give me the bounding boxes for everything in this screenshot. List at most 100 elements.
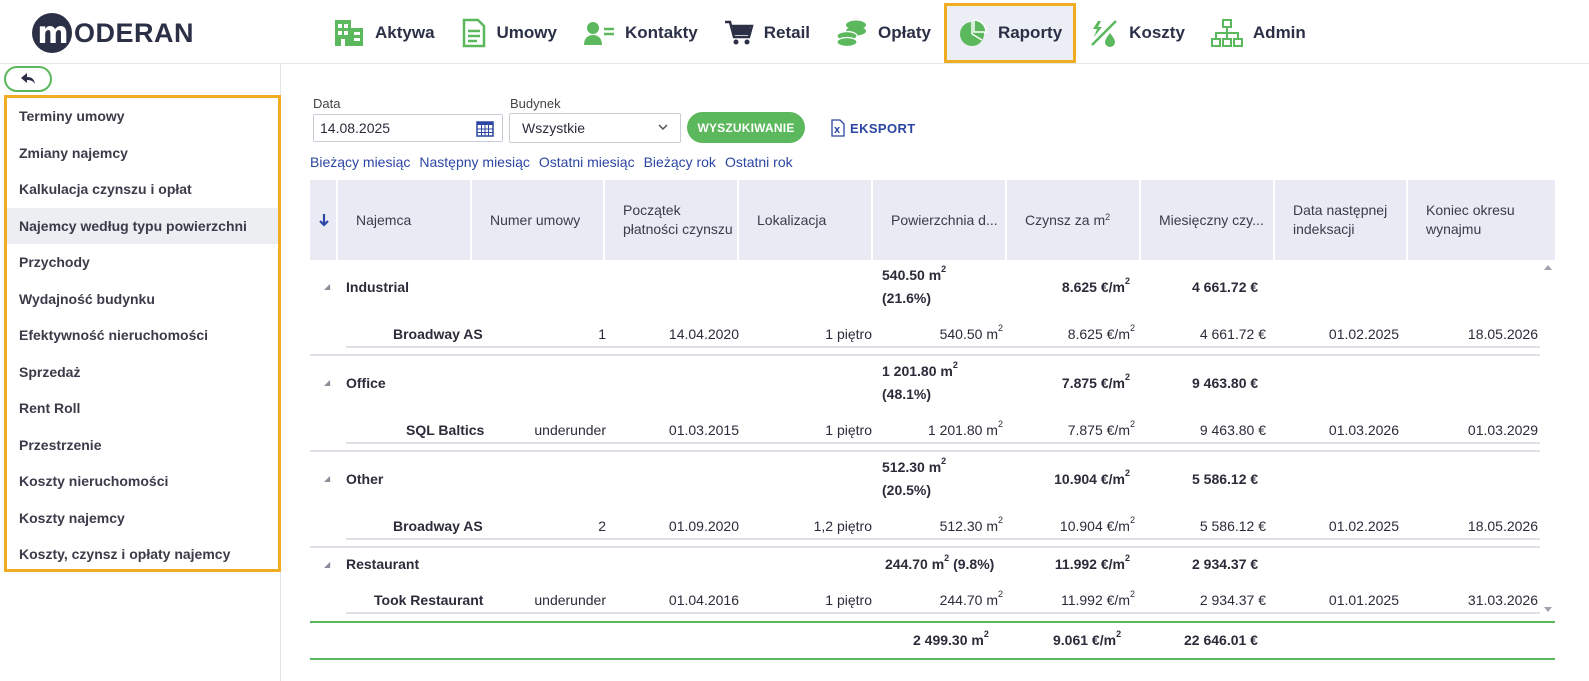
sort-column[interactable] bbox=[310, 180, 338, 260]
group-row-other[interactable]: ◢ Other 512.30 m2 (20.5%) 10.904 €/m2 5 … bbox=[310, 452, 1540, 506]
sidebar-item-przychody[interactable]: Przychody bbox=[19, 254, 90, 271]
nav-label: Raporty bbox=[997, 23, 1063, 42]
nav-koszty[interactable]: Koszty bbox=[1076, 4, 1198, 62]
back-button[interactable] bbox=[4, 66, 52, 92]
lease-end-date: 31.03.2026 bbox=[1467, 592, 1538, 608]
sidebar-item-koszty-najemcy[interactable]: Koszty najemcy bbox=[19, 509, 125, 526]
rent-m2: 10.904 €/m2 bbox=[1059, 515, 1135, 534]
col-location[interactable]: Lokalizacja bbox=[739, 180, 873, 260]
sidebar-item-terminy-umowy[interactable]: Terminy umowy bbox=[19, 108, 125, 125]
svg-text:X: X bbox=[834, 126, 841, 135]
col-payment-start[interactable]: Początek płatności czynszu bbox=[605, 180, 739, 260]
totals-top-border bbox=[310, 621, 1555, 623]
group-area: 244.70 m2 (9.8%) bbox=[885, 553, 995, 572]
sidebar-item-przestrzenie[interactable]: Przestrzenie bbox=[19, 436, 102, 453]
col-lease-end[interactable]: Koniec okresu wynajmu bbox=[1426, 202, 1515, 237]
group-share: (48.1%) bbox=[882, 386, 932, 402]
nav-oplaty[interactable]: Opłaty bbox=[823, 4, 944, 62]
nav-raporty[interactable]: Raporty bbox=[943, 3, 1077, 63]
group-name: Office bbox=[346, 375, 386, 391]
link-last-year[interactable]: Ostatni rok bbox=[724, 154, 793, 170]
col-area[interactable]: Powierzchnia d... bbox=[873, 180, 1007, 260]
monthly-rent: 4 661.72 € bbox=[1199, 326, 1266, 342]
building-select[interactable]: Wszystkie bbox=[509, 113, 681, 143]
main-nav: Aktywa Umowy Kontakty Retail Opłaty Rapo… bbox=[320, 3, 1319, 64]
nav-retail[interactable]: Retail bbox=[711, 4, 823, 62]
total-rent-m2: 9.061 €/m2 bbox=[1053, 629, 1122, 648]
sort-down-arrow-icon[interactable] bbox=[318, 213, 330, 227]
location: 1,2 piętro bbox=[813, 518, 872, 534]
tenant-link[interactable]: SQL Baltics bbox=[406, 422, 485, 438]
contract-link[interactable]: underunder bbox=[534, 592, 606, 608]
sidebar-item-rent-roll[interactable]: Rent Roll bbox=[19, 400, 81, 417]
collapse-triangle-icon[interactable]: ◢ bbox=[324, 282, 331, 291]
sidebar-item-najemcy-wg-typu[interactable]: Najemcy według typu powierzchni bbox=[7, 207, 278, 244]
table-row[interactable]: Took Restaurant underunder 01.04.2016 1 … bbox=[310, 580, 1540, 620]
next-index-date: 01.02.2025 bbox=[1328, 518, 1399, 534]
group-name: Industrial bbox=[346, 279, 410, 295]
col-rent-m2-sup: 2 bbox=[1105, 211, 1111, 222]
area: 540.50 m2 bbox=[939, 323, 1003, 342]
contract-link[interactable]: underunder bbox=[534, 422, 606, 438]
link-last-month[interactable]: Ostatni miesiąc bbox=[538, 154, 635, 170]
group-row-industrial[interactable]: ◢ Industrial 540.50 m2 (21.6%) 8.625 €/m… bbox=[310, 260, 1540, 314]
sidebar-item-zmiany-najemcy[interactable]: Zmiany najemcy bbox=[19, 144, 128, 161]
next-index-date: 01.02.2025 bbox=[1328, 326, 1399, 342]
tenant-link[interactable]: Took Restaurant bbox=[374, 592, 484, 608]
collapse-triangle-icon[interactable]: ◢ bbox=[324, 378, 331, 387]
contract-link[interactable]: 1 bbox=[598, 326, 606, 342]
contacts-icon bbox=[584, 22, 614, 45]
export-button[interactable]: X EKSPORT bbox=[830, 119, 916, 137]
group-rent-m2: 11.992 €/m2 bbox=[1054, 553, 1130, 572]
col-next-index[interactable]: Data następnej indeksacji bbox=[1275, 180, 1408, 260]
col-monthly-rent[interactable]: Miesięczny czy... bbox=[1141, 180, 1275, 260]
table-row[interactable]: SQL Baltics underunder 01.03.2015 1 pięt… bbox=[310, 410, 1540, 450]
sidebar-item-koszty-nieruchomosci[interactable]: Koszty nieruchomości bbox=[19, 473, 169, 490]
link-current-month[interactable]: Bieżący miesiąc bbox=[310, 154, 411, 170]
tenant-link[interactable]: Broadway AS bbox=[393, 518, 483, 534]
col-tenant[interactable]: Najemca bbox=[338, 180, 472, 260]
search-button[interactable]: WYSZUKIWANIE bbox=[687, 112, 805, 143]
link-next-month[interactable]: Następny miesiąc bbox=[419, 154, 530, 170]
nav-label: Kontakty bbox=[625, 23, 698, 42]
calendar-icon[interactable] bbox=[476, 121, 494, 137]
moderan-logo[interactable]: m ODERAN bbox=[32, 12, 194, 54]
nav-kontakty[interactable]: Kontakty bbox=[570, 4, 711, 62]
collapse-triangle-icon[interactable]: ◢ bbox=[324, 560, 331, 569]
group-row-restaurant[interactable]: ◢ Restaurant 244.70 m2 (9.8%) 11.992 €/m… bbox=[310, 548, 1540, 580]
nav-aktywa[interactable]: Aktywa bbox=[320, 4, 448, 62]
nav-label: Umowy bbox=[496, 23, 557, 42]
col-contract[interactable]: Numer umowy bbox=[472, 180, 605, 260]
sidebar-item-kalkulacja[interactable]: Kalkulacja czynszu i opłat bbox=[19, 181, 192, 198]
rent-m2: 7.875 €/m2 bbox=[1067, 419, 1135, 438]
date-value: 14.08.2025 bbox=[320, 120, 391, 136]
scroll-up-icon[interactable] bbox=[1543, 263, 1553, 271]
costs-icon bbox=[1091, 20, 1118, 47]
group-share: (20.5%) bbox=[882, 482, 932, 498]
date-field[interactable]: 14.08.2025 bbox=[313, 114, 503, 142]
row-separator bbox=[346, 612, 1540, 614]
table-row[interactable]: Broadway AS 1 14.04.2020 1 piętro 540.50… bbox=[310, 314, 1540, 354]
link-current-year[interactable]: Bieżący rok bbox=[643, 154, 716, 170]
table-body: ◢ Industrial 540.50 m2 (21.6%) 8.625 €/m… bbox=[310, 260, 1555, 620]
table-scrollbar[interactable] bbox=[1540, 260, 1556, 620]
collapse-triangle-icon[interactable]: ◢ bbox=[324, 474, 331, 483]
sidebar-item-efektywnosc[interactable]: Efektywność nieruchomości bbox=[19, 327, 209, 344]
sidebar-item-wydajnosc[interactable]: Wydajność budynku bbox=[19, 290, 155, 307]
payment-start: 14.04.2020 bbox=[668, 326, 739, 342]
table-row[interactable]: Broadway AS 2 01.09.2020 1,2 piętro 512.… bbox=[310, 506, 1540, 546]
tenant-link[interactable]: Broadway AS bbox=[393, 326, 483, 342]
nav-umowy[interactable]: Umowy bbox=[448, 4, 570, 62]
nav-admin[interactable]: Admin bbox=[1198, 4, 1319, 62]
nav-label: Retail bbox=[763, 23, 811, 42]
document-icon bbox=[462, 18, 485, 48]
sidebar-item-koszty-czynsz-oplaty[interactable]: Koszty, czynsz i opłaty najemcy bbox=[19, 546, 231, 563]
scroll-down-icon[interactable] bbox=[1543, 606, 1553, 614]
location: 1 piętro bbox=[825, 326, 872, 342]
group-row-office[interactable]: ◢ Office 1 201.80 m2 (48.1%) 7.875 €/m2 … bbox=[310, 356, 1540, 410]
group-separator bbox=[310, 450, 1540, 452]
sidebar-item-sprzedaz[interactable]: Sprzedaż bbox=[19, 363, 81, 380]
contract-link[interactable]: 2 bbox=[598, 518, 606, 534]
lease-end-date: 18.05.2026 bbox=[1467, 326, 1538, 342]
